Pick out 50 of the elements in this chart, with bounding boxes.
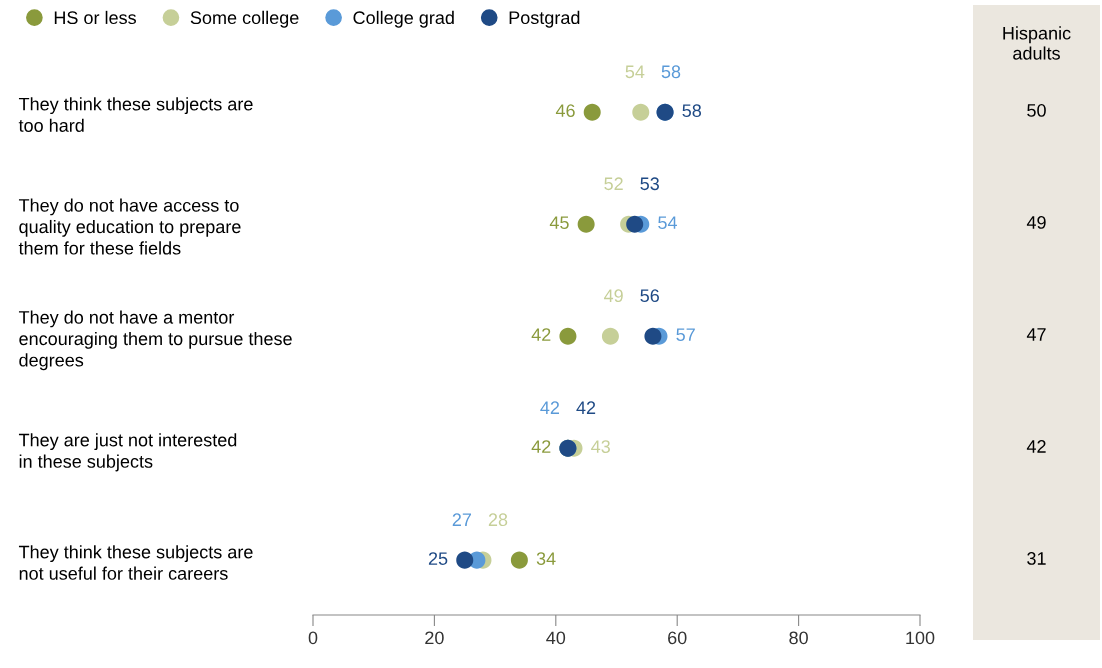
point — [601, 327, 619, 345]
data-label: 42 — [531, 440, 551, 453]
point — [510, 551, 528, 569]
y-tick-label: They are just not interested in these subjects — [18, 433, 237, 472]
data-label: 46 — [555, 104, 575, 118]
data-label: 31 — [1027, 552, 1046, 565]
y-tick-label: They think these subjects are not useful for their careers — [18, 545, 253, 580]
data-label: 54 — [658, 216, 677, 230]
data-label: 56 — [640, 289, 659, 303]
point — [632, 103, 650, 121]
data-label: 49 — [1026, 216, 1046, 229]
point — [456, 551, 474, 569]
y-tick-label: They think these subjects are too hard — [18, 97, 253, 132]
data-label: 45 — [549, 216, 569, 230]
x-tick-label: 60 — [668, 631, 687, 645]
data-label: 42 — [576, 401, 596, 414]
point — [626, 215, 644, 233]
x-tick-label: 40 — [546, 631, 566, 645]
data-label: 49 — [603, 289, 623, 303]
data-label: 27 — [452, 513, 472, 526]
data-label: 43 — [591, 440, 610, 453]
x-tick-label: 20 — [425, 631, 444, 645]
data-label: 57 — [676, 328, 695, 342]
data-label: 58 — [661, 65, 681, 79]
data-label: 42 — [1026, 440, 1046, 453]
data-label: 47 — [1026, 328, 1046, 341]
data-label: 42 — [531, 328, 551, 341]
data-label: 28 — [488, 513, 508, 527]
point — [577, 215, 595, 233]
legend-label: Postgrad — [509, 10, 580, 28]
y-tick-label: They do not have a mentor encouraging them to pursue these degrees — [18, 310, 292, 371]
legend-label: College grad — [353, 10, 454, 28]
data-label: 42 — [540, 401, 560, 414]
y-tick-label: They do not have access to quality education to prepare them for these fields — [18, 198, 241, 255]
point — [583, 103, 601, 121]
legend-label: Some college — [190, 10, 299, 28]
legend-label: HS or less — [54, 10, 136, 25]
x-tick-label: 100 — [906, 631, 935, 645]
x-tick-label: 80 — [789, 631, 808, 645]
data-label: 50 — [1027, 104, 1046, 117]
data-label: 52 — [604, 177, 623, 191]
point — [559, 327, 577, 345]
x-tick-label: 0 — [308, 631, 318, 645]
data-label: 53 — [640, 177, 659, 191]
data-label: 25 — [428, 552, 448, 565]
data-label: 54 — [625, 65, 645, 79]
data-label: 34 — [536, 552, 556, 565]
data-label: 58 — [682, 104, 702, 118]
point — [644, 327, 662, 345]
text: Hispanic adults — [1003, 26, 1071, 60]
